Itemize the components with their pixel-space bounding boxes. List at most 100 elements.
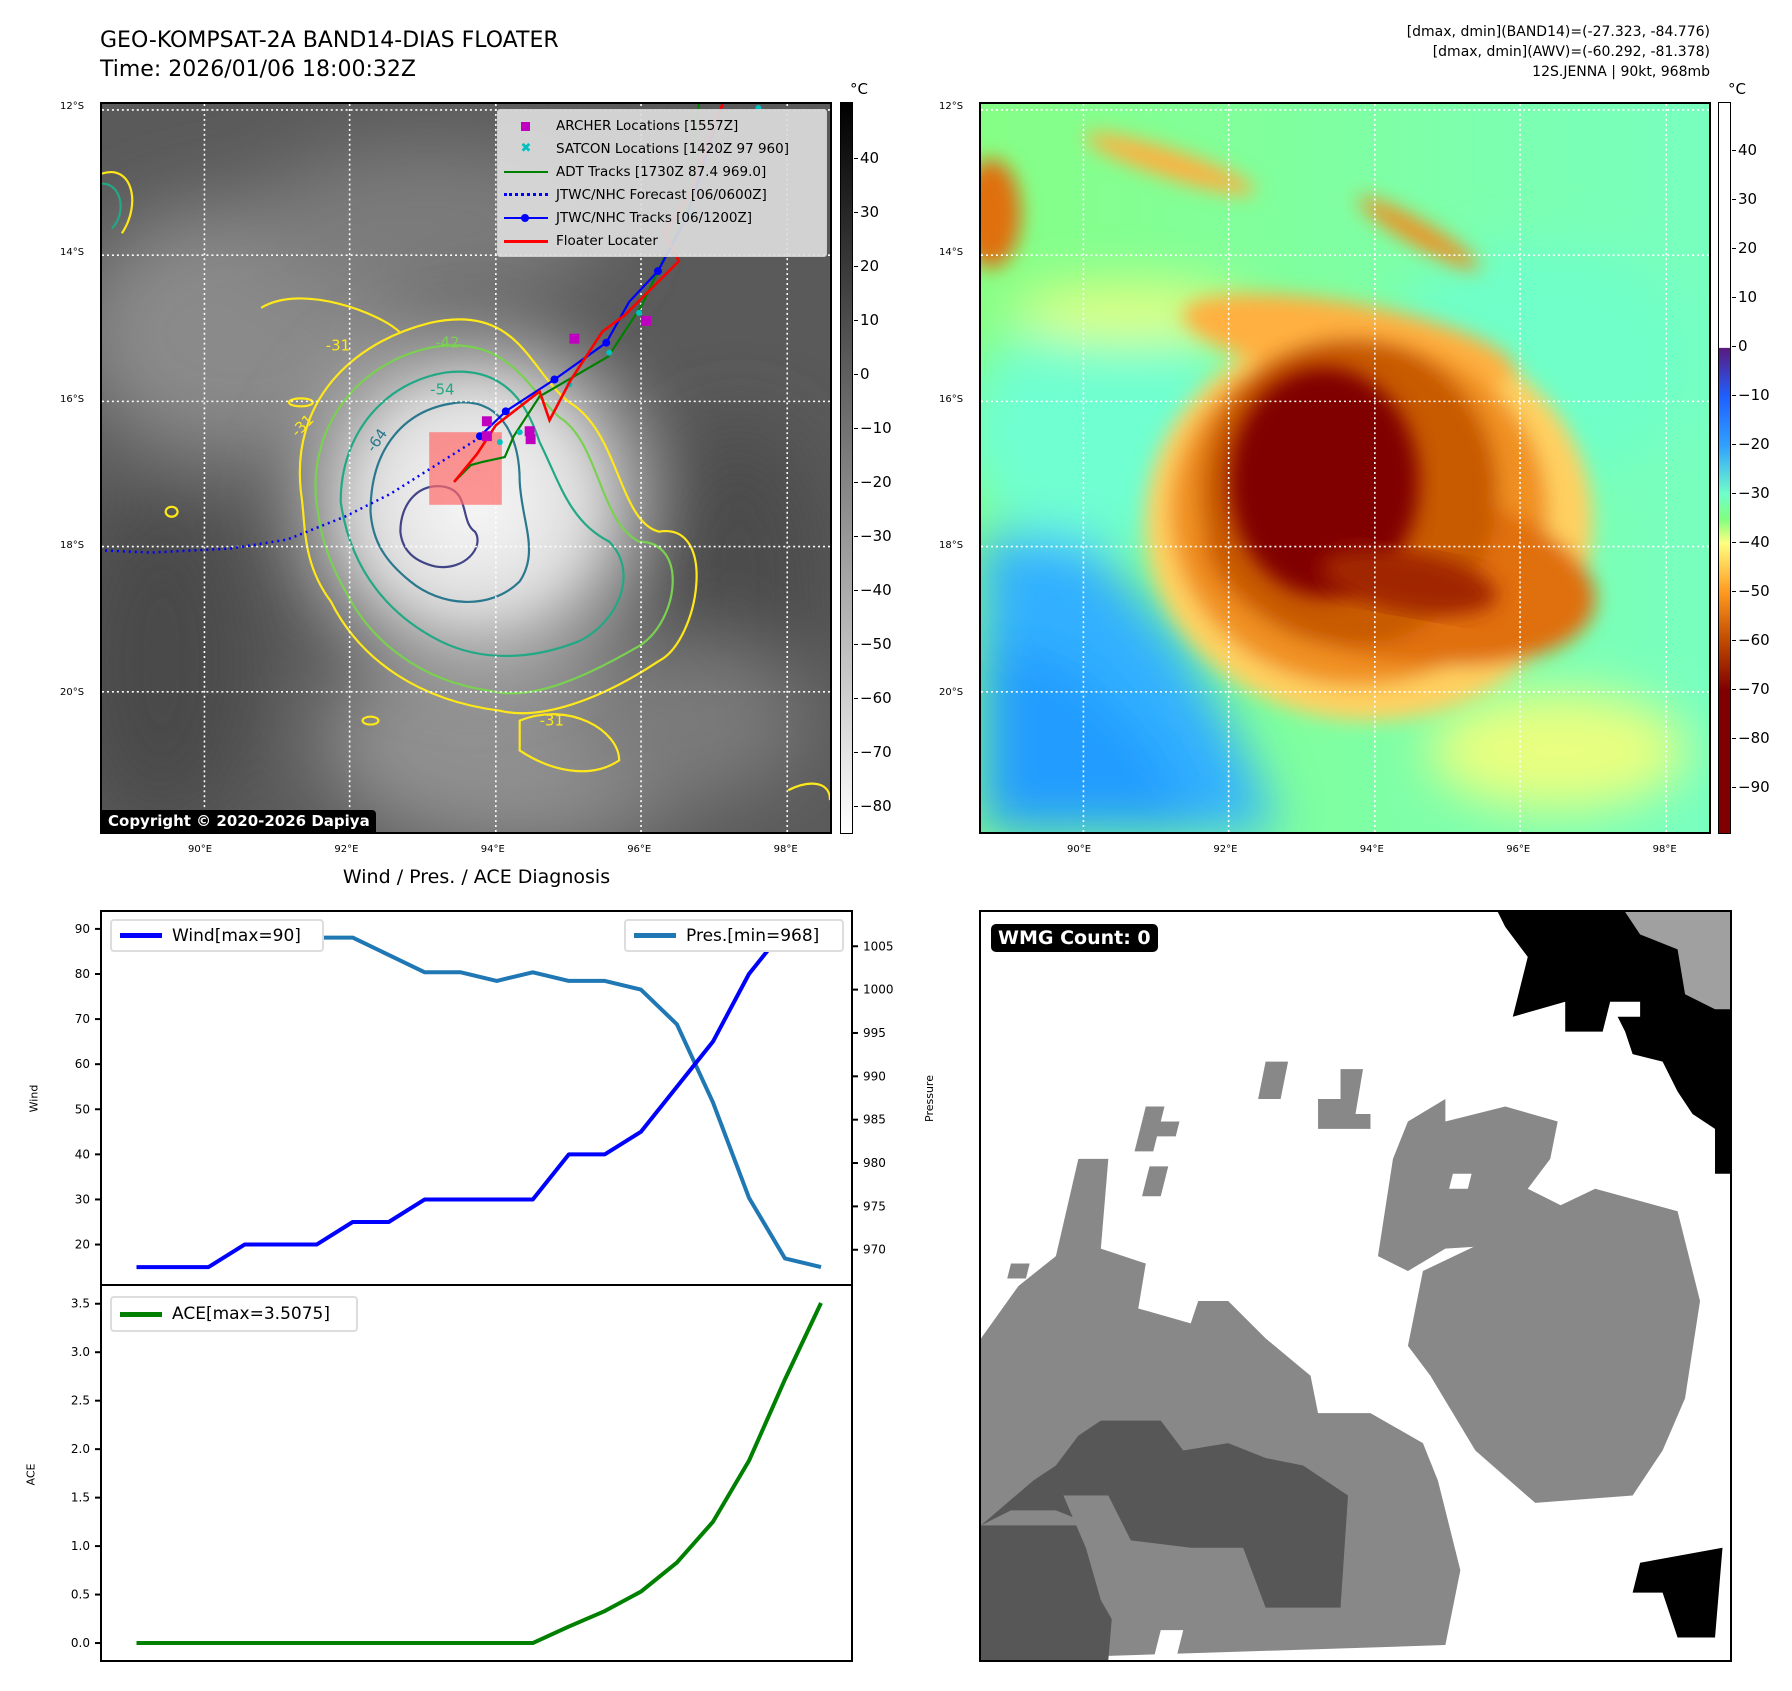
wind-swatch <box>120 933 162 938</box>
legend-item-forecast: JTWC/NHC Forecast [06/0600Z] <box>504 183 820 206</box>
lon-tick-label: 96°E <box>1506 844 1531 855</box>
lat-tick-label: 18°S <box>939 540 964 552</box>
ace-axis-label: ACE <box>24 1463 38 1486</box>
figure-title: GEO-KOMPSAT-2A BAND14-DIAS FLOATER <box>100 28 559 53</box>
contour-label: -54 <box>430 380 454 398</box>
y-tick-label: 50 <box>75 1102 90 1116</box>
colorbar-tick-label: 0 <box>1732 337 1748 356</box>
colorbar-tick-label: −40 <box>854 581 892 600</box>
ace-line <box>136 1302 823 1646</box>
colorbar-tick-label: −70 <box>854 743 892 762</box>
lon-tick-label: 94°E <box>1359 844 1384 855</box>
legend-label: SATCON Locations [1420Z 97 960] <box>556 140 789 157</box>
colorbar-unit: °C <box>850 80 868 98</box>
legend-label: JTWC/NHC Forecast [06/0600Z] <box>556 186 767 203</box>
lon-tick-label: 92°E <box>1213 844 1238 855</box>
legend-item-floater: Floater Locater <box>504 229 820 252</box>
lat-tick-label: 18°S <box>60 540 85 552</box>
y2-tick-label: 1005 <box>863 939 894 953</box>
lon-tick-label: 98°E <box>1652 844 1677 855</box>
y-tick-label: 30 <box>75 1192 90 1206</box>
colorbar-tick-label: 30 <box>853 203 880 222</box>
y2-tick-label: 990 <box>863 1069 886 1083</box>
lon-tick-label: 92°E <box>334 844 359 855</box>
colorbar-tick-label: −20 <box>854 473 892 492</box>
map-legend: ARCHER Locations [1557Z] ✖ SATCON Locatio… <box>497 109 827 257</box>
y-tick-label: 3.0 <box>71 1345 90 1359</box>
wind-pressure-chart: 20 30 40 50 60 70 80 90 970 975 980 985 990 995 1000 10… <box>75 910 894 1286</box>
y-tick-label: 40 <box>75 1147 90 1161</box>
y2-tick-label: 1000 <box>863 983 894 997</box>
colorbar-tick-label: 20 <box>1731 239 1758 258</box>
legend-item-jtwc-tracks: JTWC/NHC Tracks [06/1200Z] <box>504 206 820 229</box>
colorbar-tick-label: 10 <box>853 311 880 330</box>
wind-line <box>136 926 821 1270</box>
legend-label: JTWC/NHC Tracks [06/1200Z] <box>556 209 753 226</box>
lon-tick-label: 90°E <box>188 844 213 855</box>
y-tick-label: 60 <box>75 1057 90 1071</box>
grayscale-colorbar <box>840 102 853 834</box>
y-tick-label: 0.0 <box>71 1636 90 1650</box>
colorbar-tick-label: 20 <box>853 257 880 276</box>
contour-label: -31 <box>540 712 564 730</box>
lat-tick-label: 20°S <box>939 686 964 698</box>
y-tick-label: 20 <box>75 1238 90 1252</box>
y2-tick-label: 980 <box>863 1156 886 1170</box>
legend-label: Pres.[min=968] <box>686 925 820 946</box>
legend-item-adt: ADT Tracks [1730Z 87.4 969.0] <box>504 160 820 183</box>
lat-tick-label: 16°S <box>939 393 964 405</box>
colorbar-tick-label: −10 <box>1732 386 1770 405</box>
colorbar-tick-label: −70 <box>1732 680 1770 699</box>
legend-item-satcon: ✖ SATCON Locations [1420Z 97 960] <box>504 137 820 160</box>
figure-time: Time: 2026/01/06 18:00:32Z <box>100 57 416 82</box>
y-tick-label: 70 <box>75 1012 90 1026</box>
y-tick-label: 1.0 <box>71 1539 90 1553</box>
dmax-dmin-awv: [dmax, dmin](AWV)=(-60.292, -81.378) <box>1432 44 1710 60</box>
contour-label: -31 <box>326 337 350 355</box>
colorbar-tick-label: −30 <box>1732 484 1770 503</box>
colorbar-tick-label: −20 <box>1732 435 1770 454</box>
lon-tick-label: 90°E <box>1067 844 1092 855</box>
legend-label: Floater Locater <box>556 232 658 249</box>
ace-swatch <box>120 1311 162 1317</box>
colorbar-tick-label: 40 <box>853 149 880 168</box>
wind-axis-label: Wind <box>27 1084 41 1113</box>
pressure-swatch <box>634 933 676 938</box>
y2-tick-label: 995 <box>863 1026 886 1040</box>
y2-tick-label: 970 <box>863 1243 886 1257</box>
y2-tick-label: 985 <box>863 1113 886 1127</box>
colorbar-tick-label: −50 <box>1732 582 1770 601</box>
legend-label: ARCHER Locations [1557Z] <box>556 117 739 134</box>
y-tick-label: 90 <box>75 922 90 936</box>
x-marker-icon: ✖ <box>520 140 532 156</box>
colorbar-tick-label: −80 <box>854 797 892 815</box>
y-tick-label: 2.0 <box>71 1442 90 1456</box>
lat-tick-label: 12°S <box>939 101 964 112</box>
y2-tick-label: 975 <box>863 1199 886 1213</box>
colorbar-tick-label: 10 <box>1731 288 1758 307</box>
wmg-classification-map <box>981 912 1730 1660</box>
color-enhanced-map <box>979 102 1711 834</box>
color-colorbar <box>1718 102 1731 834</box>
dotted-line-icon <box>504 188 548 202</box>
dmax-dmin-band14: [dmax, dmin](BAND14)=(-27.323, -84.776) <box>1406 24 1710 40</box>
colorbar-tick-label: −50 <box>854 635 892 654</box>
diagnosis-title: Wind / Pres. / ACE Diagnosis <box>342 866 611 888</box>
square-marker-icon <box>504 119 548 133</box>
colorbar-tick-label: 30 <box>1731 190 1758 209</box>
pressure-axis-label: Pressure <box>922 1075 936 1122</box>
legend-label: ACE[max=3.5075] <box>172 1304 330 1324</box>
archer-markers <box>481 315 651 445</box>
lat-tick-label: 14°S <box>60 247 85 259</box>
storm-info: 12S.JENNA | 90kt, 968mb <box>1532 64 1710 80</box>
y-tick-label: 80 <box>75 967 90 981</box>
legend-item-archer: ARCHER Locations [1557Z] <box>504 114 820 137</box>
lon-tick-label: 94°E <box>480 844 505 855</box>
pressure-line <box>136 926 822 1270</box>
line-icon <box>504 165 548 179</box>
colorbar-tick-label: −80 <box>1732 729 1770 747</box>
contour-label: -42 <box>435 334 459 352</box>
lat-tick-label: 14°S <box>939 247 964 259</box>
y-tick-label: 0.5 <box>71 1588 90 1602</box>
ir-grayscale-map: -31 -42 -54 -64 -31 -31 ARCHER Locations… <box>100 102 832 834</box>
